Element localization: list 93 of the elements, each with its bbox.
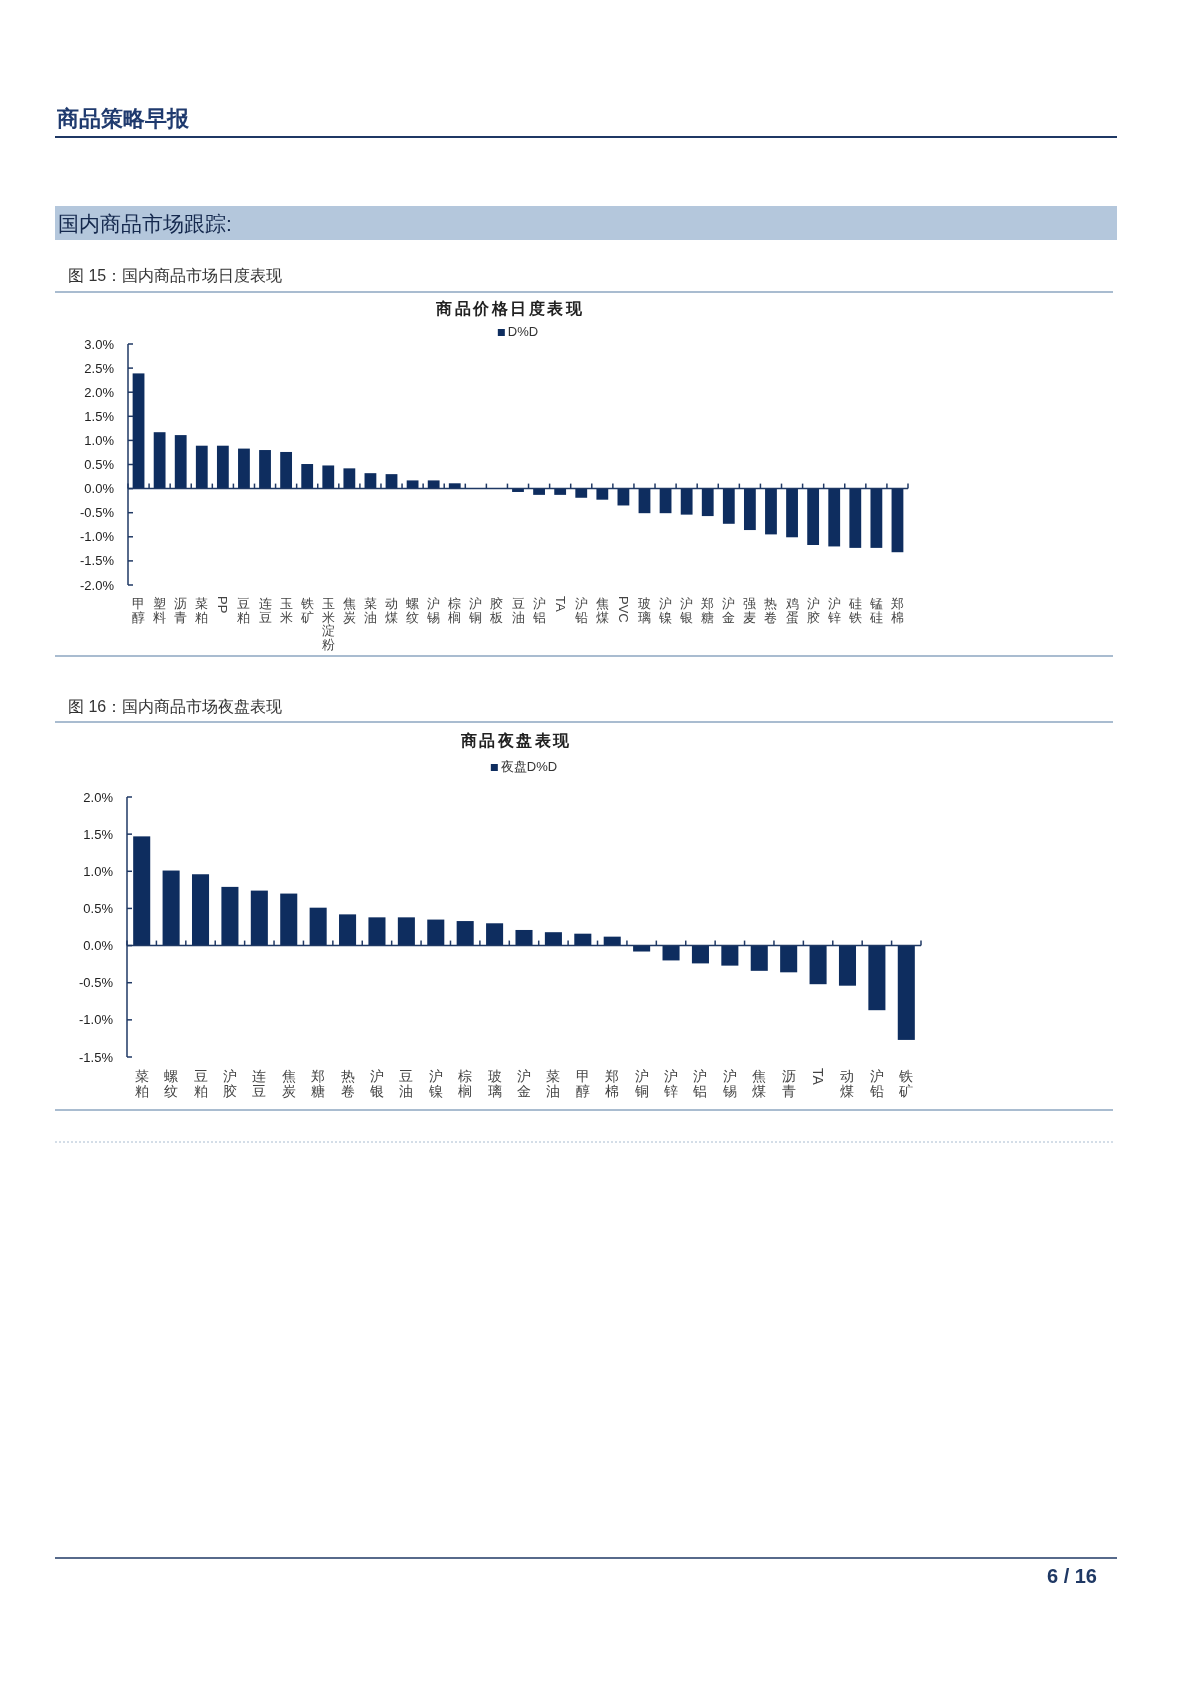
y-tick-label: 0.5% bbox=[83, 900, 114, 916]
x-tick-label: 螺纹 bbox=[406, 596, 420, 625]
x-tick-label: 铁矿 bbox=[898, 1068, 914, 1099]
y-tick-label: 2.0% bbox=[83, 789, 114, 805]
x-tick-label: 菜油 bbox=[363, 596, 377, 625]
y-tick-label: -1.5% bbox=[80, 553, 115, 569]
legend: D%D bbox=[497, 324, 539, 339]
x-tick-label: TA bbox=[810, 1068, 827, 1086]
x-tick-label: 沪银 bbox=[679, 596, 694, 625]
x-tick-label: 菜粕 bbox=[195, 596, 209, 625]
x-tick-label: 胶板 bbox=[489, 596, 504, 625]
x-tick-label: 焦炭 bbox=[342, 596, 356, 625]
chart-title: 商品价格日度表现 bbox=[435, 299, 584, 317]
x-tick-label: 鸡蛋 bbox=[784, 596, 799, 625]
x-tick-label: 塑料 bbox=[153, 596, 167, 625]
x-tick-label: 豆油 bbox=[399, 1068, 414, 1099]
x-tick-label: 沪锌 bbox=[663, 1068, 679, 1099]
x-tick-label: 郑棉 bbox=[890, 596, 904, 625]
x-tick-label: 强麦 bbox=[743, 596, 757, 625]
y-tick-label: 0.0% bbox=[84, 481, 115, 497]
x-tick-label: 玻璃 bbox=[487, 1068, 502, 1099]
y-tick-label: -0.5% bbox=[80, 505, 115, 521]
x-tick-label: 沪镍 bbox=[658, 596, 673, 625]
x-tick-label: 沪银 bbox=[368, 1068, 384, 1099]
chart-title: 商品夜盘表现 bbox=[459, 731, 572, 749]
x-tick-label: 沪胶 bbox=[222, 1068, 237, 1099]
text: 6 / 16 bbox=[1046, 1565, 1097, 1587]
x-tick-label: 沪锡 bbox=[426, 596, 441, 625]
x-tick-label: 锰硅 bbox=[868, 596, 883, 625]
x-tick-label: PVC bbox=[615, 596, 631, 623]
x-tick-label: 焦煤 bbox=[595, 596, 609, 625]
x-tick-label: 沪铜 bbox=[468, 596, 483, 625]
legend: 夜盘D%D bbox=[490, 759, 558, 774]
x-tick-label: 焦煤 bbox=[752, 1068, 767, 1099]
x-tick-label: 动煤 bbox=[385, 596, 399, 625]
x-tick-label: 豆粕 bbox=[193, 1068, 208, 1099]
y-tick-label: 0.0% bbox=[83, 938, 114, 954]
x-tick-label: 玻璃 bbox=[637, 596, 651, 625]
y-tick-label: 1.5% bbox=[83, 826, 114, 842]
x-tick-label: 沪铅 bbox=[868, 1068, 884, 1099]
x-tick-label: 连豆 bbox=[252, 1068, 267, 1099]
x-tick-label: 棕榈 bbox=[448, 596, 462, 625]
x-tick-label: 沪镍 bbox=[427, 1068, 443, 1099]
x-tick-label: 铁矿 bbox=[299, 596, 314, 625]
legend-label: D%D bbox=[507, 324, 539, 339]
y-tick-label: 2.0% bbox=[84, 384, 115, 400]
y-tick-label: 3.0% bbox=[84, 336, 115, 352]
x-tick-label: 玉米淀粉 bbox=[321, 596, 335, 652]
x-tick-label: 沥青 bbox=[781, 1068, 796, 1099]
x-tick-label: 菜粕 bbox=[134, 1068, 149, 1099]
x-tick-label: 沪金 bbox=[517, 1068, 531, 1099]
x-tick-label: 玉米 bbox=[279, 596, 293, 625]
x-tick-label: 热卷 bbox=[764, 596, 778, 625]
x-tick-label: 豆油 bbox=[511, 596, 525, 625]
x-tick-label: 沪锡 bbox=[721, 1068, 737, 1099]
y-tick-label: -1.0% bbox=[80, 529, 115, 545]
x-tick-label: 沪铜 bbox=[633, 1068, 649, 1099]
y-tick-label: -1.5% bbox=[79, 1049, 114, 1065]
y-tick-label: 2.5% bbox=[84, 360, 115, 376]
x-tick-label: 郑棉 bbox=[605, 1068, 620, 1099]
x-tick-label: 棕榈 bbox=[458, 1068, 473, 1099]
x-tick-label: 沪胶 bbox=[806, 596, 820, 625]
x-tick-label: 螺纹 bbox=[164, 1068, 179, 1099]
y-tick-label: 1.5% bbox=[84, 408, 115, 424]
y-tick-label: -0.5% bbox=[79, 975, 114, 991]
x-tick-label: 焦炭 bbox=[281, 1068, 296, 1099]
x-tick-label: 沪锌 bbox=[826, 596, 841, 625]
x-tick-label: 硅铁 bbox=[847, 596, 862, 625]
x-tick-label: 热卷 bbox=[340, 1068, 355, 1099]
x-tick-label: 沥青 bbox=[174, 596, 188, 625]
x-tick-label: 甲醇 bbox=[132, 596, 146, 625]
x-tick-label: 沪铝 bbox=[531, 596, 546, 625]
x-tick-label: PP bbox=[215, 596, 231, 614]
x-tick-label: TA bbox=[552, 596, 568, 612]
y-tick-label: -2.0% bbox=[80, 577, 115, 593]
y-tick-label: -1.0% bbox=[79, 1012, 114, 1028]
x-tick-label: 郑糖 bbox=[311, 1068, 326, 1099]
text: 国内商品市场跟踪: bbox=[58, 212, 232, 235]
caption: 图 16：国内商品市场夜盘表现 bbox=[68, 698, 283, 715]
x-tick-label: 沪铅 bbox=[573, 596, 588, 625]
x-tick-label: 沪金 bbox=[722, 596, 736, 625]
x-tick-label: 动煤 bbox=[840, 1068, 855, 1099]
caption: 图 15：国内商品市场日度表现 bbox=[68, 267, 283, 284]
text: 商品策略早报 bbox=[56, 106, 190, 131]
x-tick-label: 连豆 bbox=[258, 596, 272, 625]
x-tick-label: 甲醇 bbox=[575, 1068, 590, 1099]
y-tick-label: 0.5% bbox=[84, 457, 115, 472]
x-tick-label: 郑糖 bbox=[701, 596, 715, 625]
y-tick-label: 1.0% bbox=[83, 863, 114, 879]
x-tick-label: 菜油 bbox=[546, 1068, 561, 1099]
x-tick-label: 沪铝 bbox=[692, 1068, 708, 1099]
x-tick-label: 豆粕 bbox=[237, 596, 251, 625]
y-tick-label: 1.0% bbox=[84, 432, 115, 448]
